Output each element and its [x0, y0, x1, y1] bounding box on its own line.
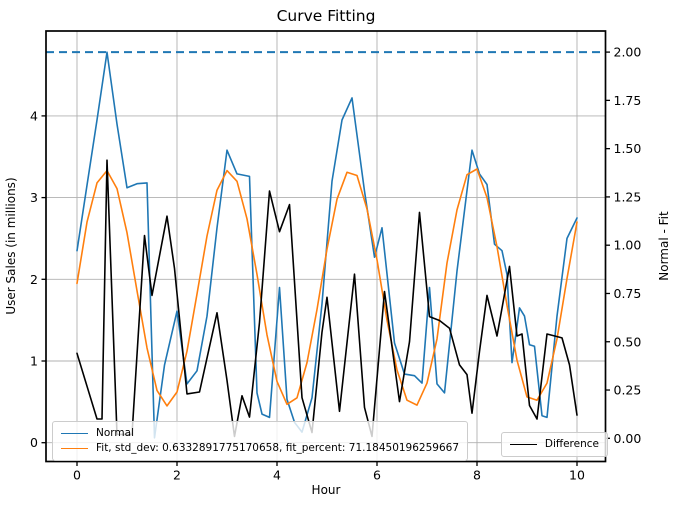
y-axis-label-right: Normal - Fit: [657, 211, 671, 281]
x-tick-label: 10: [569, 468, 585, 483]
legend-main: Normal Fit, std_dev: 0.6332891775170658,…: [52, 421, 469, 461]
x-tick-label: 0: [73, 468, 81, 483]
y-right-tick-label: 0.75: [614, 286, 642, 301]
y-left-tick-label: 2: [30, 272, 38, 287]
legend-line-fit: [61, 448, 88, 449]
y-right-tick-label: 1.25: [614, 189, 642, 204]
y-left-tick-label: 3: [30, 190, 38, 205]
series-normal-line: [76, 51, 578, 439]
y-right-tick-label: 0.00: [614, 431, 642, 446]
x-tick-label: 2: [173, 468, 181, 483]
x-tick-label: 4: [273, 468, 281, 483]
legend-line-difference: [509, 444, 537, 445]
y-right-tick-label: 0.25: [614, 383, 642, 398]
legend-difference: Difference: [500, 432, 608, 457]
chart-title: Curve Fitting: [276, 7, 376, 25]
plot-border: [45, 30, 607, 463]
y-right-tick-label: 1.50: [614, 141, 642, 156]
x-tick-label: 8: [473, 468, 481, 483]
y-right-tick-label: 1.75: [614, 93, 642, 108]
legend-label-fit: Fit, std_dev: 0.6332891775170658, fit_pe…: [96, 442, 460, 454]
series-fit-line: [76, 168, 578, 407]
legend-label-normal: Normal: [96, 427, 134, 439]
legend-label-difference: Difference: [544, 438, 599, 450]
y-right-tick-label: 2.00: [614, 45, 642, 60]
y-left-tick-label: 4: [30, 108, 38, 123]
x-tick-label: 6: [373, 468, 381, 483]
y-axis-label-left: User Sales (in millions): [4, 177, 18, 315]
x-axis-label: Hour: [311, 483, 341, 497]
legend-line-normal: [61, 433, 88, 434]
y-right-tick-label: 0.50: [614, 334, 642, 349]
y-left-tick-label: 1: [30, 354, 38, 369]
legend-entry-normal: Normal: [61, 426, 459, 441]
y-left-tick-label: 0: [30, 435, 38, 450]
legend-entry-fit: Fit, std_dev: 0.6332891775170658, fit_pe…: [61, 441, 459, 456]
series-difference-line: [76, 159, 578, 438]
y-right-tick-label: 1.00: [614, 238, 642, 253]
legend-entry-difference: Difference: [509, 437, 599, 452]
